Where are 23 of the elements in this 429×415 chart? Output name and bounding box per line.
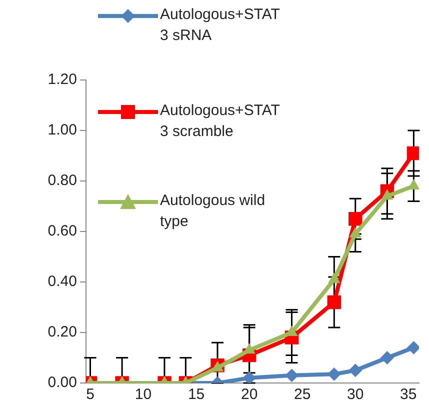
y-tick-label: 0.40	[48, 273, 77, 290]
point	[381, 190, 393, 200]
y-tick-label: 1.00	[48, 122, 77, 139]
legend-label: Autologous+STAT3 sRNA	[160, 5, 281, 46]
y-tick-label: 1.20	[48, 71, 77, 88]
y-tick-label: 0.60	[48, 222, 77, 240]
x-tick-label: 5	[86, 386, 94, 404]
legend-label: Autologous+STAT3 scramble	[160, 101, 281, 142]
point	[350, 228, 362, 238]
point	[348, 212, 362, 226]
x-tick-label: 15	[188, 386, 205, 404]
x-tick-label: 10	[134, 386, 152, 404]
y-tick-label: 0.80	[48, 172, 77, 190]
x-tick-label: 20	[240, 386, 258, 404]
x-tick-label: 35	[400, 386, 417, 404]
x-tick-label: 30	[347, 386, 364, 404]
point	[328, 272, 340, 283]
y-tick-label: 0.20	[48, 324, 77, 341]
legend-label: Autologous wild type	[160, 191, 266, 232]
x-tick-label: 25	[294, 386, 311, 404]
y-tick-label: 0.00	[48, 374, 77, 392]
point	[406, 146, 419, 160]
point	[244, 344, 256, 354]
